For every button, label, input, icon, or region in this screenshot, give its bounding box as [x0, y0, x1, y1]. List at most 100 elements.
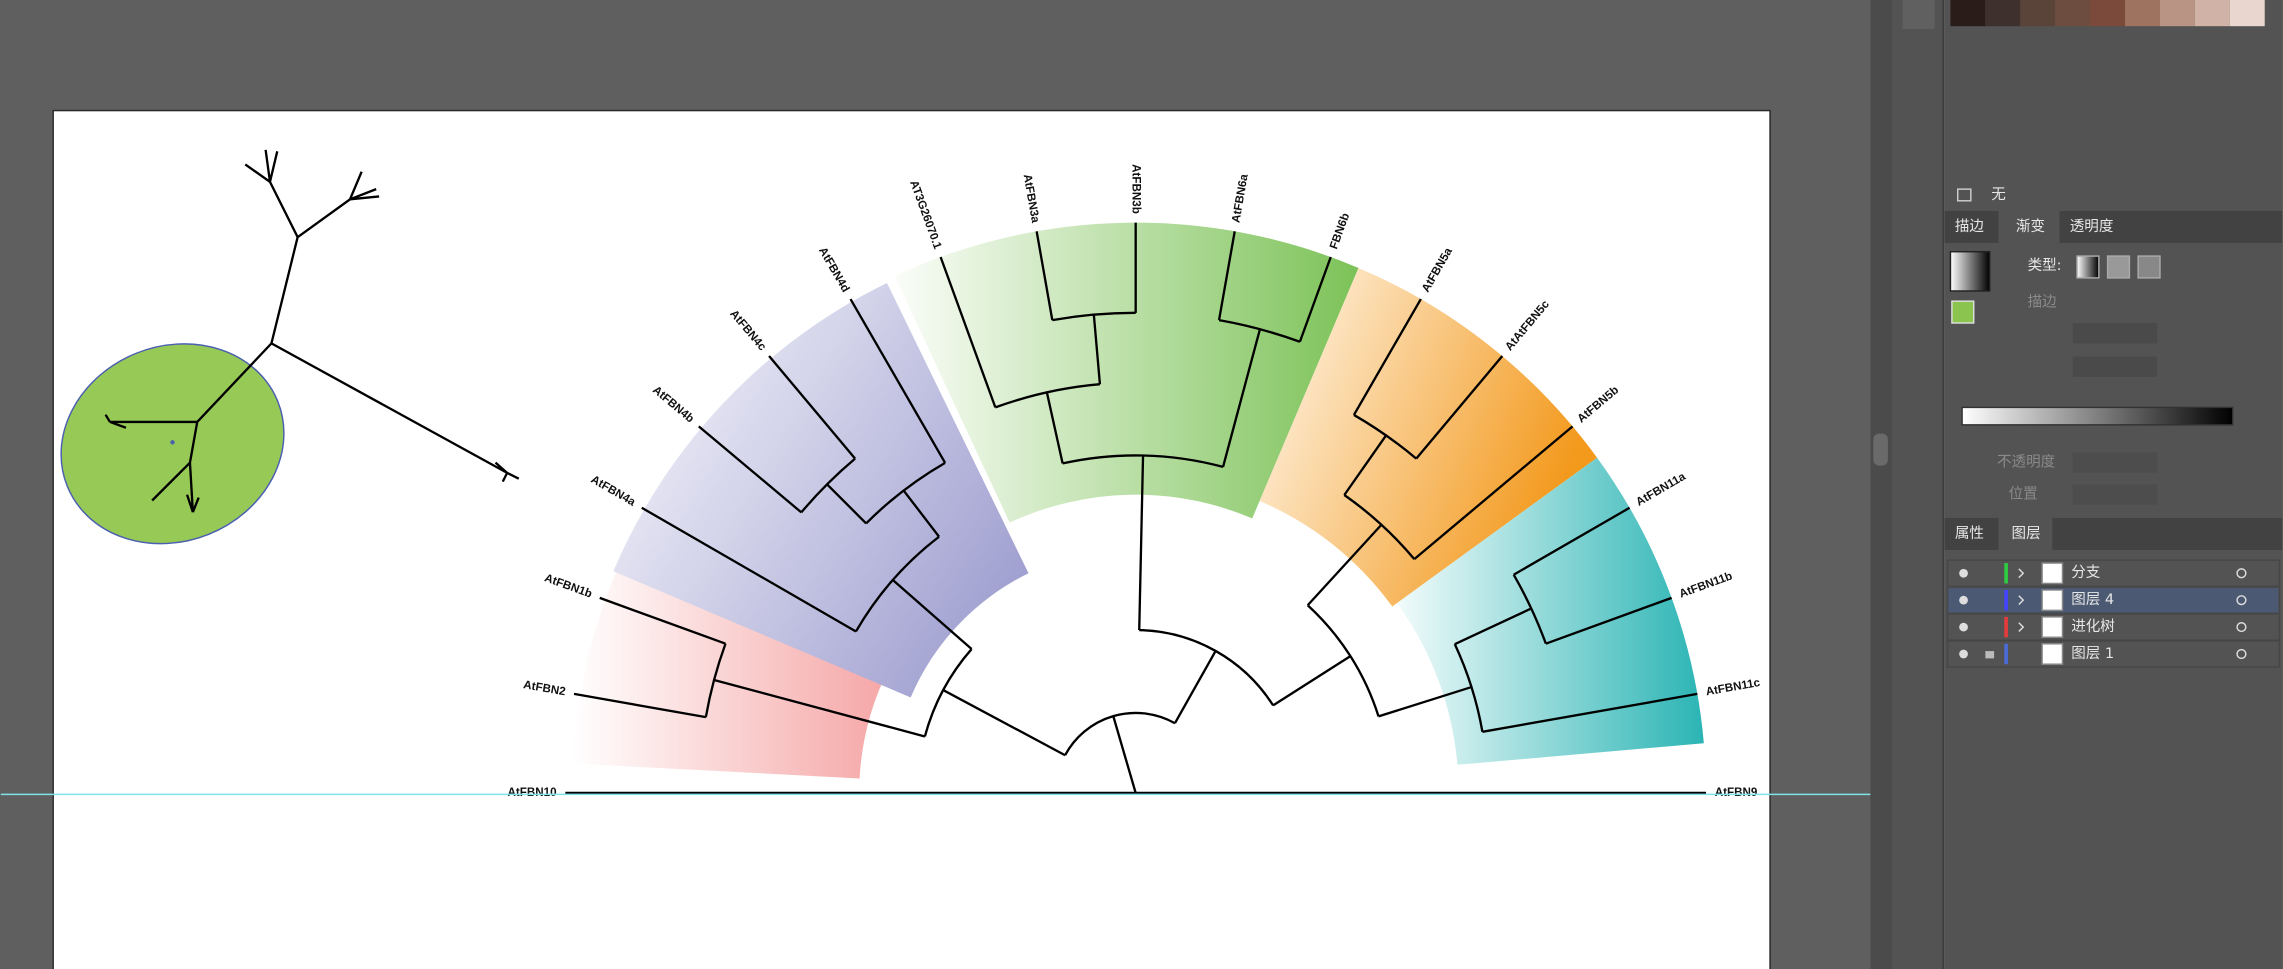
- leaf-label: AtFBN10: [508, 786, 557, 799]
- type-button[interactable]: [2106, 255, 2131, 279]
- expand-arrow[interactable]: [2018, 568, 2025, 579]
- swatch-label: 无: [1991, 187, 2006, 203]
- scroll-strip: [1870, 0, 1893, 969]
- branch-arc: [1306, 604, 1380, 717]
- tab[interactable]: 渐变: [2016, 218, 2045, 235]
- branch: [599, 596, 726, 645]
- layer-color: [2004, 616, 2008, 638]
- branch: [826, 483, 867, 525]
- target-icon[interactable]: [2236, 568, 2247, 579]
- swatch[interactable]: [2090, 0, 2126, 27]
- dock-icon[interactable]: [1902, 0, 1935, 30]
- branch: [1112, 715, 1137, 794]
- branch-arc: [1512, 574, 1547, 645]
- visibility-icon[interactable]: [1959, 649, 1968, 659]
- active-tab[interactable]: [1998, 210, 2060, 243]
- layer-name[interactable]: 进化树: [2071, 618, 2115, 635]
- layer-name[interactable]: 图层 1: [2071, 646, 2114, 662]
- layer-row[interactable]: [1946, 586, 2281, 614]
- visibility-icon[interactable]: [1959, 622, 1968, 632]
- swatch[interactable]: [2229, 0, 2265, 27]
- branch: [939, 256, 997, 408]
- swatch[interactable]: [1985, 0, 2021, 27]
- branch: [1482, 692, 1698, 733]
- branch: [1454, 607, 1532, 646]
- grid-icon[interactable]: [1957, 188, 1972, 202]
- branch-arc: [1062, 454, 1224, 469]
- branch-arc: [1218, 318, 1301, 343]
- swatch[interactable]: [1950, 0, 1986, 27]
- target-icon[interactable]: [2236, 595, 2247, 606]
- branch-arc: [854, 535, 940, 633]
- scroll-handle[interactable]: [1873, 433, 1888, 466]
- active-tab[interactable]: [1998, 517, 2053, 550]
- tab[interactable]: 图层: [2012, 526, 2041, 542]
- type-button[interactable]: [2076, 255, 2100, 279]
- branch-arc: [1343, 494, 1416, 560]
- fill-swatch[interactable]: [1951, 300, 1975, 324]
- swatch[interactable]: [2055, 0, 2091, 27]
- tab[interactable]: 透明度: [2070, 218, 2114, 235]
- target-icon[interactable]: [2236, 648, 2247, 660]
- branch-arc: [1052, 311, 1136, 322]
- target-icon[interactable]: [2236, 621, 2247, 633]
- branch: [573, 692, 707, 719]
- gradient-swatch[interactable]: [1949, 250, 1991, 292]
- swatch[interactable]: [2125, 0, 2160, 27]
- branch: [1343, 434, 1387, 496]
- branch-arc: [1139, 628, 1275, 707]
- layer-row[interactable]: [1946, 640, 2281, 668]
- layer-row[interactable]: [1946, 613, 2281, 641]
- opacity-field[interactable]: [2072, 452, 2158, 473]
- layer-name[interactable]: 分支: [2071, 564, 2101, 581]
- type-button[interactable]: [2137, 255, 2161, 279]
- position-label: 位置: [2009, 486, 2038, 503]
- branch: [1272, 655, 1352, 707]
- visibility-icon[interactable]: [1959, 568, 1968, 578]
- angle-field[interactable]: [2072, 323, 2158, 344]
- branch: [902, 489, 940, 538]
- layer-thumb: [2041, 562, 2064, 585]
- layer-color: [2004, 589, 2008, 611]
- aspect-field[interactable]: [2072, 356, 2158, 377]
- swatches: [1950, 0, 2265, 27]
- clade-band: [571, 527, 892, 779]
- tab[interactable]: 属性: [1955, 525, 1984, 542]
- tab-bar: [1944, 210, 2283, 243]
- swatch[interactable]: [2194, 0, 2230, 27]
- branch: [641, 506, 857, 633]
- layer-name[interactable]: 图层 4: [2071, 592, 2114, 608]
- branch-arc: [865, 461, 946, 525]
- layer-color: [2004, 563, 2008, 584]
- visibility-icon[interactable]: [1959, 595, 1968, 605]
- center-point: [170, 440, 175, 445]
- branch: [1035, 231, 1054, 321]
- branch: [892, 579, 973, 650]
- branch: [1173, 650, 1217, 724]
- lock-icon[interactable]: [1985, 651, 1995, 659]
- branch: [1298, 256, 1332, 343]
- tab[interactable]: 描边: [1955, 218, 1985, 235]
- gradient-slider[interactable]: [1961, 406, 2234, 426]
- branch: [1352, 298, 1422, 416]
- dock-column: [1892, 0, 1944, 969]
- layer-thumb: [2041, 616, 2064, 638]
- leaf-label: AtFBN9: [1715, 786, 1758, 799]
- expand-arrow[interactable]: [2018, 622, 2025, 632]
- branch: [1092, 314, 1102, 385]
- swatch[interactable]: [2159, 0, 2195, 27]
- branch: [1545, 596, 1673, 645]
- swatch[interactable]: [2020, 0, 2056, 27]
- clade-band: [1259, 267, 1598, 607]
- opacity-label: 不透明度: [1997, 454, 2055, 471]
- branch: [1415, 355, 1504, 460]
- position-field[interactable]: [2072, 484, 2158, 505]
- branch-arc: [1064, 711, 1176, 756]
- branch: [1513, 506, 1631, 576]
- branch: [698, 425, 803, 514]
- expand-arrow[interactable]: [2018, 595, 2025, 606]
- branch: [942, 689, 1066, 757]
- layer-row[interactable]: [1946, 559, 2281, 588]
